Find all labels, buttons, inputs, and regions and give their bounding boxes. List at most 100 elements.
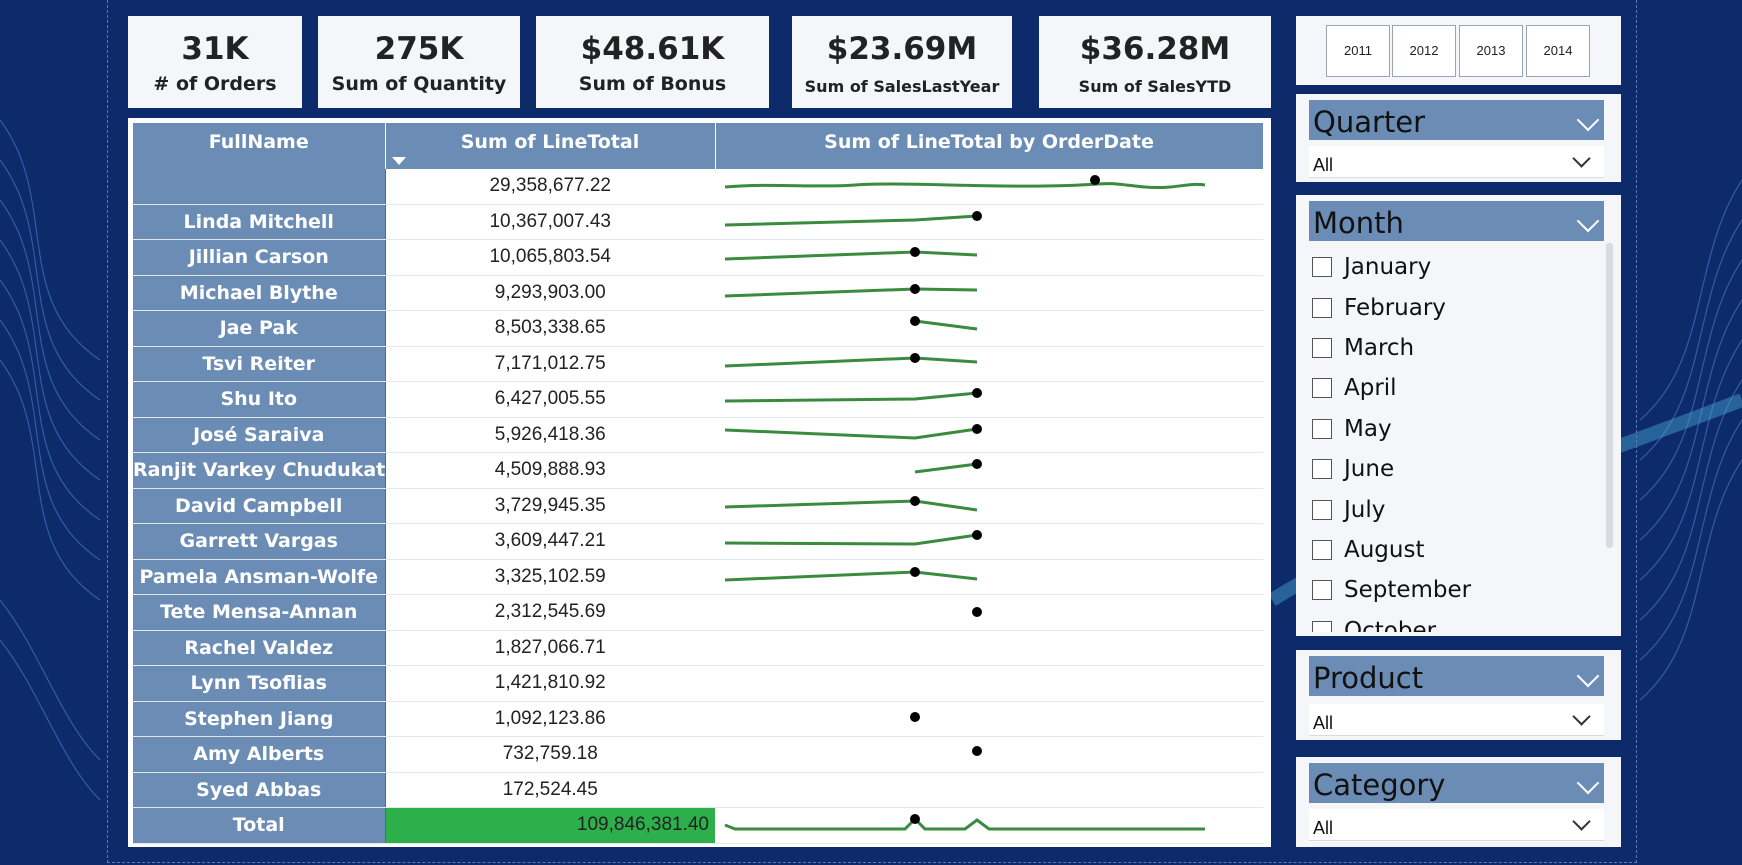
column-header-linetotal[interactable]: Sum of LineTotal	[385, 123, 716, 169]
year-button-2012[interactable]: 2012	[1392, 25, 1456, 77]
fullname-cell[interactable]: Amy Alberts	[133, 736, 386, 773]
checkbox-icon[interactable]	[1312, 297, 1332, 318]
table-row[interactable]: Linda Mitchell 10,367,007.43	[133, 204, 1263, 240]
fullname-cell[interactable]: Jillian Carson	[133, 239, 386, 276]
table-row[interactable]: Shu Ito 6,427,005.55	[133, 381, 1263, 418]
column-header-fullname[interactable]: FullName	[133, 123, 386, 169]
year-button-2013[interactable]: 2013	[1459, 25, 1523, 77]
sparkline-marker	[972, 210, 982, 221]
month-option[interactable]: June	[1312, 449, 1604, 489]
sparkline	[724, 530, 982, 546]
table-row[interactable]: Jillian Carson 10,065,803.54	[133, 239, 1263, 276]
table-row[interactable]: Pamela Ansman-Wolfe 3,325,102.59	[133, 559, 1263, 595]
category-slicer-header[interactable]: Category	[1309, 763, 1604, 803]
sort-descending-icon[interactable]	[391, 157, 406, 165]
month-option[interactable]: January	[1312, 247, 1604, 287]
table-row[interactable]: Stephen Jiang 1,092,123.86	[133, 701, 1263, 737]
table-row[interactable]: Tsvi Reiter 7,171,012.75	[133, 346, 1263, 382]
quarter-dropdown[interactable]: All	[1309, 146, 1604, 178]
table-row[interactable]: Rachel Valdez 1,827,066.71	[133, 630, 1263, 666]
kpi-label: Sum of Bonus	[578, 73, 727, 95]
fullname-cell[interactable]: Rachel Valdez	[133, 630, 386, 666]
month-slicer-header[interactable]: Month	[1309, 201, 1604, 241]
chevron-down-icon[interactable]	[1576, 108, 1600, 132]
year-button-2014[interactable]: 2014	[1526, 25, 1590, 77]
sparkline-cell	[715, 346, 1263, 382]
table-row[interactable]: Syed Abbas 172,524.45	[133, 772, 1263, 808]
month-option[interactable]: October	[1312, 611, 1604, 632]
fullname-cell[interactable]: David Campbell	[133, 488, 386, 524]
sparkline-path	[914, 462, 978, 474]
table-row[interactable]: 29,358,677.22	[133, 169, 1263, 205]
year-button-2011[interactable]: 2011	[1326, 25, 1390, 77]
chevron-down-icon[interactable]	[1572, 707, 1591, 726]
table-row[interactable]: David Campbell 3,729,945.35	[133, 488, 1263, 524]
column-header-sparkline[interactable]: Sum of LineTotal by OrderDate	[715, 123, 1264, 169]
table-row[interactable]: Ranjit Varkey Chudukatil 4,509,888.93	[133, 452, 1263, 489]
month-list-scrollbar[interactable]	[1606, 243, 1613, 548]
category-dropdown[interactable]: All	[1309, 809, 1604, 841]
sparkline-marker	[972, 746, 982, 757]
linetotal-cell: 9,293,903.00	[385, 275, 715, 311]
table-row[interactable]: Jae Pak 8,503,338.65	[133, 310, 1263, 347]
month-option[interactable]: March	[1312, 328, 1604, 368]
report-canvas-border	[107, 0, 1637, 863]
fullname-cell[interactable]: Tete Mensa-Annan	[133, 594, 386, 631]
chevron-down-icon[interactable]	[1572, 149, 1591, 168]
checkbox-icon[interactable]	[1312, 539, 1332, 560]
checkbox-icon[interactable]	[1312, 620, 1332, 632]
linetotal-cell: 8,503,338.65	[385, 310, 715, 347]
fullname-cell[interactable]: Ranjit Varkey Chudukatil	[133, 452, 398, 489]
table-row[interactable]: Tete Mensa-Annan 2,312,545.69	[133, 594, 1263, 631]
chevron-down-icon[interactable]	[1576, 771, 1600, 795]
chevron-down-icon[interactable]	[1572, 812, 1591, 831]
product-slicer-header[interactable]: Product	[1309, 656, 1604, 696]
chevron-down-icon[interactable]	[1576, 664, 1600, 688]
checkbox-icon[interactable]	[1312, 580, 1332, 601]
sparkline-marker	[910, 316, 920, 327]
fullname-cell[interactable]: Tsvi Reiter	[133, 346, 386, 382]
checkbox-icon[interactable]	[1312, 257, 1332, 278]
fullname-cell[interactable]: Jae Pak	[133, 310, 386, 347]
sparkline-cell	[715, 239, 1263, 276]
slicer-title: Category	[1313, 768, 1446, 802]
sparkline-cell	[715, 736, 1263, 773]
fullname-cell[interactable]: Stephen Jiang	[133, 701, 386, 737]
month-option[interactable]: May	[1312, 409, 1604, 449]
table-row[interactable]: Garrett Vargas 3,609,447.21	[133, 523, 1263, 560]
fullname-cell[interactable]: Shu Ito	[133, 381, 386, 418]
quarter-slicer-header[interactable]: Quarter	[1309, 100, 1604, 140]
month-label: April	[1344, 375, 1397, 402]
checkbox-icon[interactable]	[1312, 499, 1332, 520]
month-option[interactable]: February	[1312, 287, 1604, 327]
fullname-cell[interactable]: Michael Blythe	[133, 275, 386, 311]
table-row[interactable]: José Saraiva 5,926,418.36	[133, 417, 1263, 453]
fullname-cell[interactable]: Lynn Tsoflias	[133, 665, 386, 702]
sparkline-path	[724, 391, 978, 403]
month-option[interactable]: August	[1312, 530, 1604, 570]
sparkline	[724, 210, 982, 227]
table-row[interactable]: Lynn Tsoflias 1,421,810.92	[133, 665, 1263, 702]
sparkline-path	[724, 182, 1206, 190]
sparkline-marker	[972, 388, 982, 399]
table-row[interactable]: Michael Blythe 9,293,903.00	[133, 275, 1263, 311]
table-row[interactable]: Amy Alberts 732,759.18	[133, 736, 1263, 773]
month-label: September	[1344, 577, 1472, 604]
checkbox-icon[interactable]	[1312, 337, 1332, 358]
product-dropdown[interactable]: All	[1309, 704, 1604, 736]
month-option[interactable]: September	[1312, 570, 1604, 610]
fullname-cell[interactable]: Linda Mitchell	[133, 204, 386, 240]
checkbox-icon[interactable]	[1312, 418, 1332, 439]
month-label: January	[1344, 254, 1432, 281]
fullname-cell[interactable]: Syed Abbas	[133, 772, 386, 808]
sparkline-cell	[715, 204, 1263, 240]
checkbox-icon[interactable]	[1312, 378, 1332, 399]
month-option[interactable]: April	[1312, 368, 1604, 408]
fullname-cell[interactable]: José Saraiva	[133, 417, 386, 453]
fullname-cell[interactable]: Garrett Vargas	[133, 523, 386, 560]
month-option[interactable]: July	[1312, 489, 1604, 529]
fullname-cell[interactable]: Pamela Ansman-Wolfe	[133, 559, 386, 595]
checkbox-icon[interactable]	[1312, 459, 1332, 480]
chevron-down-icon[interactable]	[1576, 209, 1600, 233]
fullname-cell[interactable]	[133, 169, 386, 205]
